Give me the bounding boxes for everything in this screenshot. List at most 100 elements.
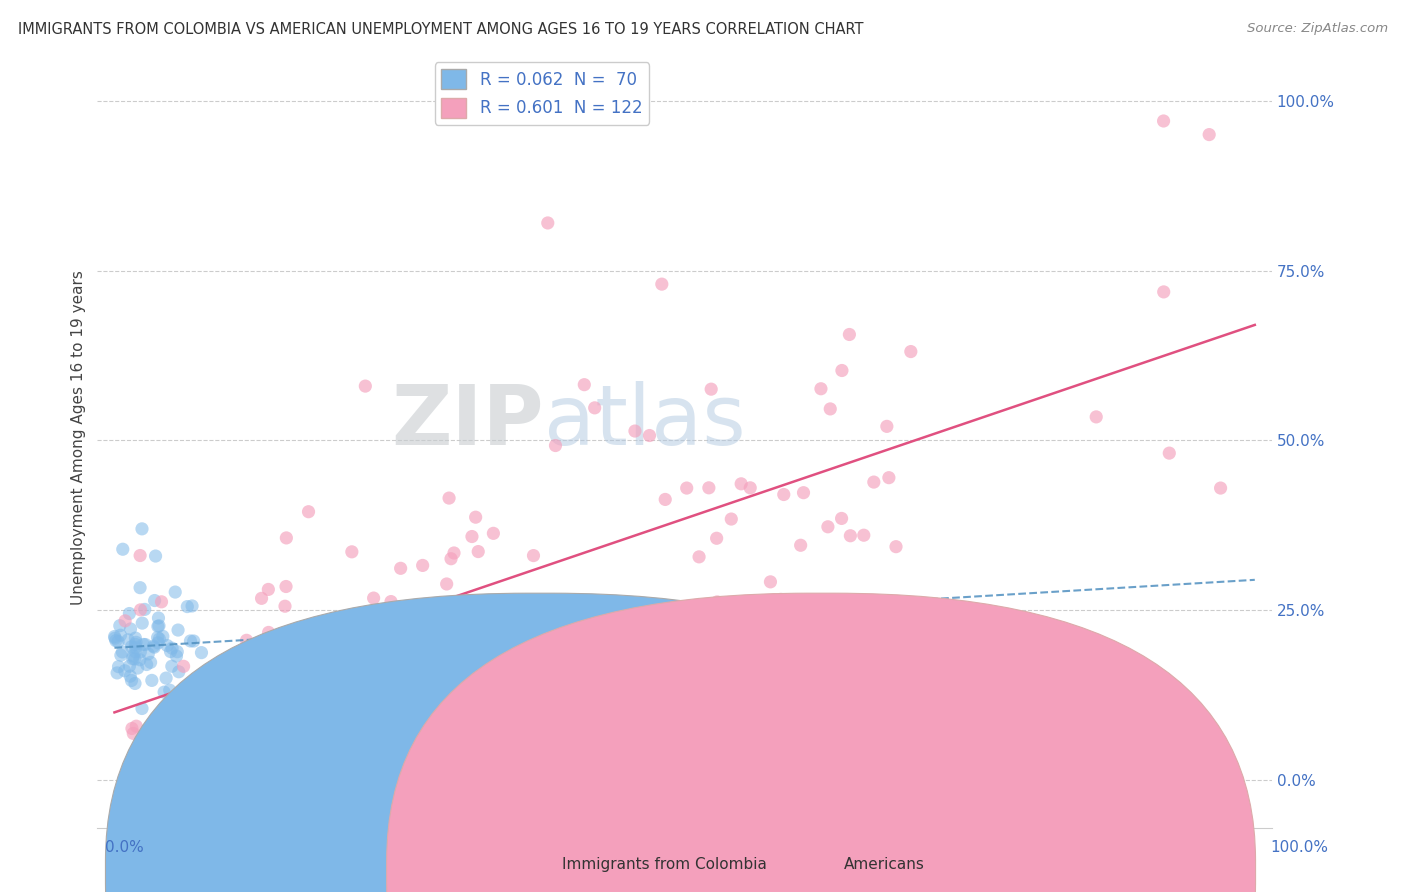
Point <box>274 580 297 594</box>
Point <box>124 652 146 666</box>
Point <box>884 540 907 554</box>
Point <box>654 492 676 507</box>
Point <box>638 428 661 442</box>
Point <box>257 582 280 597</box>
Point <box>124 645 146 659</box>
Point <box>359 634 381 648</box>
Point <box>839 529 862 543</box>
Point <box>900 344 922 359</box>
Point <box>160 659 183 673</box>
Point <box>159 683 181 698</box>
Point <box>104 633 127 648</box>
Point <box>412 558 434 573</box>
Point <box>544 438 567 452</box>
Text: 100.0%: 100.0% <box>1271 839 1329 855</box>
Point <box>583 401 606 415</box>
Point <box>368 694 391 708</box>
Point <box>1153 285 1175 299</box>
Point <box>148 632 170 646</box>
Point <box>179 634 201 648</box>
Point <box>122 726 145 740</box>
Point <box>118 607 141 621</box>
Point <box>274 599 297 614</box>
Point <box>700 382 723 396</box>
Point <box>443 546 465 560</box>
Point <box>131 701 153 715</box>
Point <box>176 599 198 614</box>
Point <box>107 634 129 648</box>
Point <box>675 481 697 495</box>
Point <box>108 618 131 632</box>
Point <box>141 673 163 688</box>
Point <box>190 646 212 660</box>
Point <box>103 630 125 644</box>
Point <box>120 783 142 797</box>
Point <box>264 807 287 822</box>
Point <box>124 676 146 690</box>
Point <box>173 659 195 673</box>
Point <box>242 678 264 692</box>
Point <box>319 745 342 759</box>
Point <box>354 379 377 393</box>
Point <box>235 633 257 648</box>
Point <box>363 591 385 605</box>
Point <box>114 664 136 678</box>
Point <box>464 510 486 524</box>
Point <box>720 512 742 526</box>
Point <box>146 631 169 645</box>
Point <box>252 698 274 713</box>
Point <box>242 655 264 669</box>
Point <box>389 561 412 575</box>
Point <box>316 627 339 641</box>
Point <box>121 651 143 665</box>
Point <box>165 585 187 599</box>
Text: Immigrants from Colombia: Immigrants from Colombia <box>562 857 768 872</box>
Point <box>129 549 152 563</box>
Point <box>373 780 395 794</box>
Point <box>121 640 143 654</box>
Point <box>852 528 875 542</box>
Point <box>127 661 149 675</box>
Point <box>167 665 190 679</box>
Point <box>110 648 132 663</box>
Point <box>585 666 607 681</box>
Point <box>148 619 170 633</box>
Point <box>558 620 581 634</box>
Point <box>688 549 710 564</box>
Point <box>623 615 645 630</box>
Point <box>180 679 202 693</box>
Point <box>181 599 204 613</box>
Point <box>156 639 179 653</box>
Point <box>877 471 900 485</box>
Point <box>276 639 298 653</box>
Point <box>789 538 811 552</box>
Point <box>294 698 316 712</box>
Point <box>250 591 273 606</box>
Point <box>759 574 782 589</box>
Point <box>228 652 250 666</box>
Point <box>142 639 165 653</box>
Point <box>297 731 319 745</box>
Point <box>125 635 148 649</box>
Point <box>831 511 853 525</box>
Point <box>817 520 839 534</box>
Point <box>121 722 143 736</box>
Point <box>153 685 176 699</box>
Legend: R = 0.062  N =  70, R = 0.601  N = 122: R = 0.062 N = 70, R = 0.601 N = 122 <box>434 62 648 125</box>
Point <box>437 491 460 505</box>
Point <box>152 629 174 643</box>
Point <box>381 694 404 708</box>
Point <box>294 627 316 641</box>
Point <box>148 611 170 625</box>
Point <box>121 673 143 688</box>
Point <box>651 277 673 292</box>
Point <box>434 764 457 779</box>
Point <box>114 614 136 628</box>
Point <box>472 654 495 668</box>
Point <box>105 665 128 680</box>
Point <box>207 681 229 696</box>
Point <box>564 603 586 617</box>
Point <box>146 636 169 650</box>
Point <box>143 640 166 655</box>
Point <box>769 592 792 607</box>
